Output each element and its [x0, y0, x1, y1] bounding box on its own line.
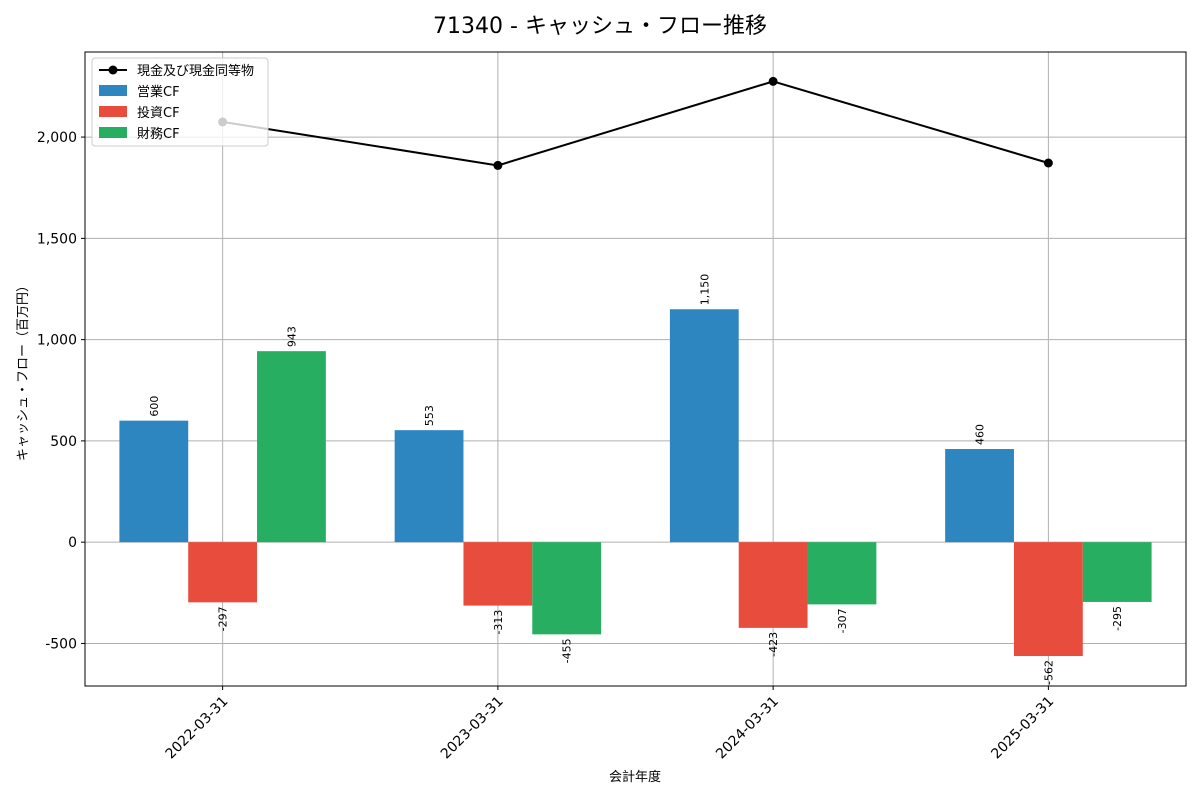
- bar-投資CF: [188, 542, 258, 603]
- data-label: 1,150: [698, 274, 711, 306]
- cash-line: [218, 76, 1053, 170]
- data-label: -295: [1111, 606, 1124, 631]
- bar-投資CF: [463, 542, 533, 606]
- x-tick-label: 2023-03-31: [438, 694, 507, 763]
- y-tick-label: 2,000: [37, 130, 77, 146]
- line-point: [1043, 158, 1053, 168]
- data-label: -423: [767, 632, 780, 657]
- axes: -500 0 500 1,000 1,500 2,000 2022-03-31 2023-03…: [37, 51, 1187, 763]
- y-tick-label: 1,000: [37, 333, 77, 349]
- y-tick-label: 500: [50, 434, 77, 450]
- data-label: -562: [1042, 660, 1055, 685]
- legend-line-dot: [108, 65, 118, 75]
- bars: [119, 309, 1152, 657]
- data-labels: 600 553 1,150 460 -297 -313 -423 -562 943 -455 -30…: [148, 274, 1124, 685]
- bar-投資CF: [1013, 542, 1083, 657]
- line-point: [493, 160, 503, 170]
- legend-label: 財務CF: [137, 127, 180, 142]
- data-label: -297: [217, 606, 230, 631]
- legend-box: [91, 57, 269, 147]
- line-point: [768, 76, 778, 86]
- bar-営業CF: [669, 309, 739, 543]
- line-cash-equivalents: [222, 80, 1049, 167]
- data-label: -307: [836, 608, 849, 633]
- bar-投資CF: [738, 542, 808, 628]
- legend-swatch: [99, 85, 127, 96]
- data-label: 553: [423, 405, 436, 426]
- data-label: -455: [561, 638, 574, 663]
- y-tick-label: 0: [68, 535, 77, 551]
- bar-財務CF: [807, 542, 877, 605]
- legend-swatch: [99, 127, 127, 138]
- data-label: 943: [285, 326, 298, 347]
- data-label: -313: [492, 610, 505, 635]
- data-label: 460: [974, 424, 987, 445]
- bar-財務CF: [532, 542, 602, 635]
- bar-財務CF: [1082, 542, 1152, 602]
- legend-label: 投資CF: [137, 105, 180, 121]
- x-tick-label: 2022-03-31: [163, 694, 232, 763]
- y-tick-label: -500: [45, 636, 77, 652]
- y-tick-label: 1,500: [37, 231, 77, 247]
- legend-label: 現金及び現金同等物: [137, 63, 254, 79]
- x-tick-label: 2024-03-31: [713, 694, 782, 763]
- bar-営業CF: [945, 449, 1014, 543]
- y-axis-label: キャッシュ・フロー（百万円）: [16, 279, 31, 461]
- data-label: 600: [148, 396, 161, 417]
- chart-title: 71340 - キャッシュ・フロー推移: [433, 14, 767, 39]
- bar-財務CF: [257, 351, 326, 543]
- legend-label: 営業CF: [137, 84, 180, 100]
- x-tick-label: 2025-03-31: [988, 694, 1057, 763]
- legend-swatch: [99, 106, 127, 117]
- bar-営業CF: [119, 420, 189, 543]
- plot-frame: [84, 51, 1187, 687]
- bar-営業CF: [394, 430, 464, 543]
- x-axis-label: 会計年度: [609, 769, 661, 785]
